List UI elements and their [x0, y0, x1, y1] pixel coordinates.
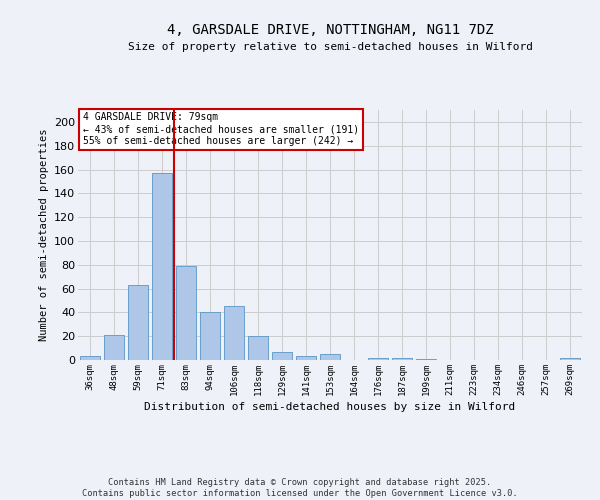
Text: 4 GARSDALE DRIVE: 79sqm
← 43% of semi-detached houses are smaller (191)
55% of s: 4 GARSDALE DRIVE: 79sqm ← 43% of semi-de…: [83, 112, 359, 146]
Bar: [296, 356, 316, 360]
Bar: [272, 352, 292, 360]
Text: Size of property relative to semi-detached houses in Wilford: Size of property relative to semi-detach…: [128, 42, 533, 52]
Bar: [368, 358, 388, 360]
Bar: [176, 266, 196, 360]
Bar: [128, 285, 148, 360]
Bar: [560, 358, 580, 360]
Text: Contains HM Land Registry data © Crown copyright and database right 2025.
Contai: Contains HM Land Registry data © Crown c…: [82, 478, 518, 498]
Bar: [392, 358, 412, 360]
Bar: [104, 335, 124, 360]
Bar: [320, 354, 340, 360]
Bar: [224, 306, 244, 360]
Bar: [248, 336, 268, 360]
Bar: [152, 173, 172, 360]
X-axis label: Distribution of semi-detached houses by size in Wilford: Distribution of semi-detached houses by …: [145, 402, 515, 412]
Y-axis label: Number of semi-detached properties: Number of semi-detached properties: [38, 128, 49, 341]
Bar: [80, 356, 100, 360]
Bar: [416, 359, 436, 360]
Text: 4, GARSDALE DRIVE, NOTTINGHAM, NG11 7DZ: 4, GARSDALE DRIVE, NOTTINGHAM, NG11 7DZ: [167, 22, 493, 36]
Bar: [200, 312, 220, 360]
